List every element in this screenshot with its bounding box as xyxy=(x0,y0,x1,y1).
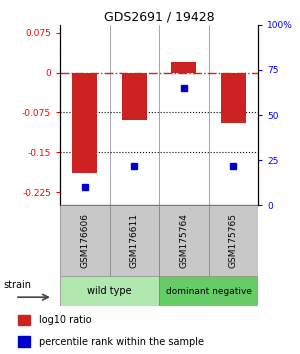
Title: GDS2691 / 19428: GDS2691 / 19428 xyxy=(104,11,214,24)
Bar xyxy=(159,205,208,276)
Text: strain: strain xyxy=(3,280,31,290)
Bar xyxy=(18,336,30,347)
Bar xyxy=(208,205,258,276)
Text: percentile rank within the sample: percentile rank within the sample xyxy=(39,337,204,347)
Text: wild type: wild type xyxy=(87,286,132,296)
Text: log10 ratio: log10 ratio xyxy=(39,315,92,325)
Text: GSM176606: GSM176606 xyxy=(80,213,89,268)
Bar xyxy=(122,73,147,120)
Text: GSM175765: GSM175765 xyxy=(229,213,238,268)
Text: dominant negative: dominant negative xyxy=(166,287,251,296)
Text: GSM175764: GSM175764 xyxy=(179,213,188,268)
Text: GSM176611: GSM176611 xyxy=(130,213,139,268)
Bar xyxy=(18,315,30,325)
Bar xyxy=(221,73,246,123)
Bar xyxy=(171,62,196,73)
Bar xyxy=(110,205,159,276)
Bar xyxy=(159,276,258,306)
Bar xyxy=(60,205,110,276)
Bar xyxy=(72,73,97,173)
Bar xyxy=(60,276,159,306)
